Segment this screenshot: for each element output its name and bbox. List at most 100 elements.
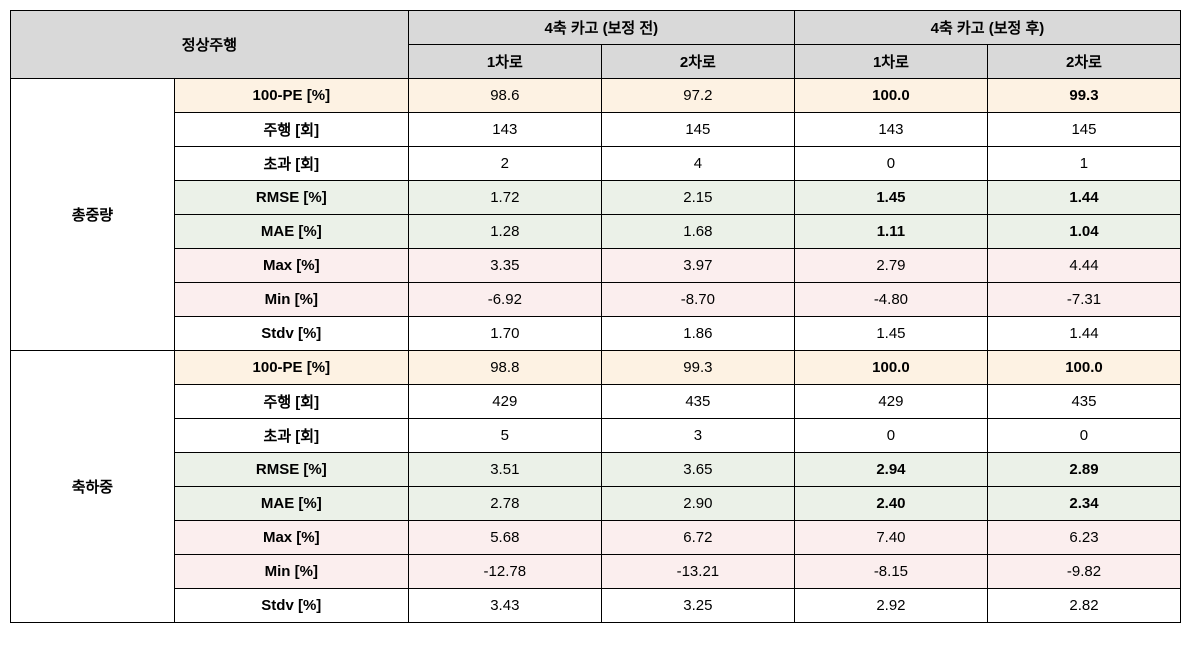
table-row: 주행 [회] 143 145 143 145 [11, 113, 1181, 147]
metric-label: 초과 [회] [174, 147, 408, 181]
cell: 145 [987, 113, 1180, 147]
cell: 2.78 [408, 487, 601, 521]
cell: 143 [408, 113, 601, 147]
table-row: 초과 [회] 2 4 0 1 [11, 147, 1181, 181]
header-row-1: 정상주행 4축 카고 (보정 전) 4축 카고 (보정 후) [11, 11, 1181, 45]
metric-label: MAE [%] [174, 487, 408, 521]
cell: 1.72 [408, 181, 601, 215]
table-row: 총중량 100-PE [%] 98.6 97.2 100.0 99.3 [11, 79, 1181, 113]
cell: 2.82 [987, 589, 1180, 623]
table-row: RMSE [%] 3.51 3.65 2.94 2.89 [11, 453, 1181, 487]
metric-label: 100-PE [%] [174, 351, 408, 385]
cell: 98.6 [408, 79, 601, 113]
metric-label: MAE [%] [174, 215, 408, 249]
cell: -13.21 [601, 555, 794, 589]
metric-label: 주행 [회] [174, 113, 408, 147]
table-row: Min [%] -12.78 -13.21 -8.15 -9.82 [11, 555, 1181, 589]
cell: 7.40 [794, 521, 987, 555]
cell: 429 [794, 385, 987, 419]
header-group-after: 4축 카고 (보정 후) [794, 11, 1180, 45]
cell: 6.23 [987, 521, 1180, 555]
table-row: 주행 [회] 429 435 429 435 [11, 385, 1181, 419]
header-after-lane2: 2차로 [987, 45, 1180, 79]
cell: -9.82 [987, 555, 1180, 589]
cell: 1.28 [408, 215, 601, 249]
cell: 1.44 [987, 181, 1180, 215]
cell: 2.15 [601, 181, 794, 215]
table-row: Min [%] -6.92 -8.70 -4.80 -7.31 [11, 283, 1181, 317]
metric-label: 주행 [회] [174, 385, 408, 419]
cell: 435 [601, 385, 794, 419]
cell: 1.45 [794, 181, 987, 215]
metric-label: Stdv [%] [174, 317, 408, 351]
table-row: MAE [%] 1.28 1.68 1.11 1.04 [11, 215, 1181, 249]
cell: 145 [601, 113, 794, 147]
cell: 2.40 [794, 487, 987, 521]
table-row: Stdv [%] 1.70 1.86 1.45 1.44 [11, 317, 1181, 351]
cell: 2.34 [987, 487, 1180, 521]
cell: 98.8 [408, 351, 601, 385]
cell: 1.68 [601, 215, 794, 249]
metric-label: Stdv [%] [174, 589, 408, 623]
cell: 1.44 [987, 317, 1180, 351]
cell: 6.72 [601, 521, 794, 555]
cell: 3.97 [601, 249, 794, 283]
cell: 1.11 [794, 215, 987, 249]
cell: 4.44 [987, 249, 1180, 283]
header-before-lane2: 2차로 [601, 45, 794, 79]
cell: -8.70 [601, 283, 794, 317]
cell: 5 [408, 419, 601, 453]
cell: 429 [408, 385, 601, 419]
cell: 1.45 [794, 317, 987, 351]
data-table: 정상주행 4축 카고 (보정 전) 4축 카고 (보정 후) 1차로 2차로 1… [10, 10, 1181, 623]
cell: 100.0 [794, 79, 987, 113]
cell: 0 [794, 147, 987, 181]
header-after-lane1: 1차로 [794, 45, 987, 79]
cell: 143 [794, 113, 987, 147]
cell: -4.80 [794, 283, 987, 317]
cell: 3.35 [408, 249, 601, 283]
row-group-axle-load: 축하중 [11, 351, 175, 623]
metric-label: RMSE [%] [174, 453, 408, 487]
cell: 1.04 [987, 215, 1180, 249]
cell: 99.3 [987, 79, 1180, 113]
table-row: 초과 [회] 5 3 0 0 [11, 419, 1181, 453]
cell: 3.65 [601, 453, 794, 487]
metric-label: 초과 [회] [174, 419, 408, 453]
table-row: Stdv [%] 3.43 3.25 2.92 2.82 [11, 589, 1181, 623]
cell: 3.25 [601, 589, 794, 623]
cell: 3.43 [408, 589, 601, 623]
table-row: RMSE [%] 1.72 2.15 1.45 1.44 [11, 181, 1181, 215]
table-row: Max [%] 5.68 6.72 7.40 6.23 [11, 521, 1181, 555]
cell: -8.15 [794, 555, 987, 589]
cell: 100.0 [987, 351, 1180, 385]
header-top-left: 정상주행 [11, 11, 409, 79]
cell: 1 [987, 147, 1180, 181]
metric-label: 100-PE [%] [174, 79, 408, 113]
metric-label: RMSE [%] [174, 181, 408, 215]
metric-label: Min [%] [174, 555, 408, 589]
cell: -7.31 [987, 283, 1180, 317]
cell: -6.92 [408, 283, 601, 317]
metric-label: Max [%] [174, 521, 408, 555]
cell: 99.3 [601, 351, 794, 385]
cell: 5.68 [408, 521, 601, 555]
cell: 97.2 [601, 79, 794, 113]
cell: 435 [987, 385, 1180, 419]
cell: 2.89 [987, 453, 1180, 487]
metric-label: Max [%] [174, 249, 408, 283]
row-group-total-weight: 총중량 [11, 79, 175, 351]
cell: 0 [794, 419, 987, 453]
cell: 3 [601, 419, 794, 453]
table-row: MAE [%] 2.78 2.90 2.40 2.34 [11, 487, 1181, 521]
cell: 3.51 [408, 453, 601, 487]
header-before-lane1: 1차로 [408, 45, 601, 79]
table-body: 총중량 100-PE [%] 98.6 97.2 100.0 99.3 주행 [… [11, 79, 1181, 623]
table-header: 정상주행 4축 카고 (보정 전) 4축 카고 (보정 후) 1차로 2차로 1… [11, 11, 1181, 79]
cell: 100.0 [794, 351, 987, 385]
cell: 2.94 [794, 453, 987, 487]
cell: 2.92 [794, 589, 987, 623]
header-group-before: 4축 카고 (보정 전) [408, 11, 794, 45]
cell: 1.86 [601, 317, 794, 351]
cell: 2.79 [794, 249, 987, 283]
